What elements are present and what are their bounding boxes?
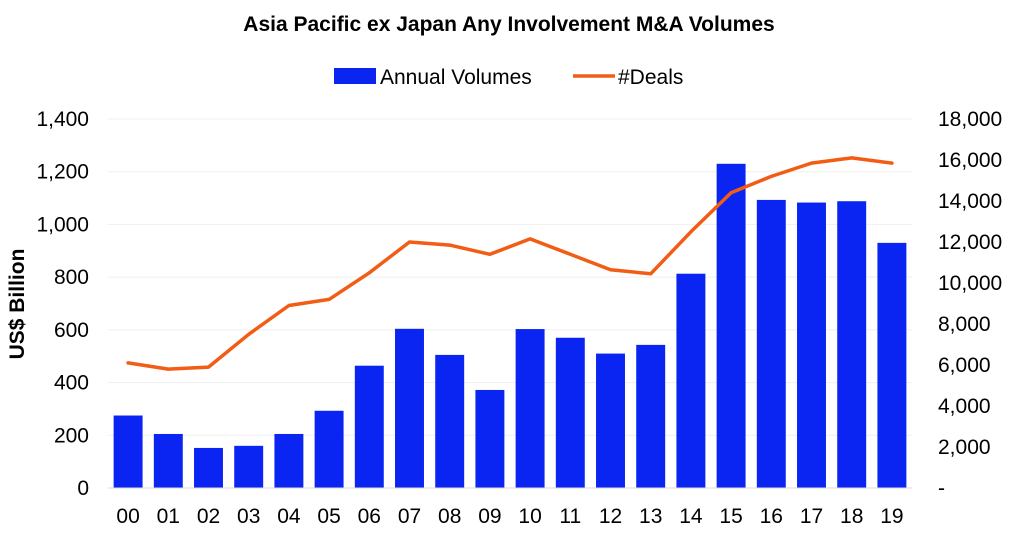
- deals-point-12: [609, 268, 612, 272]
- y-tick-label: 200: [54, 424, 89, 447]
- legend-label-annual-volumes: Annual Volumes: [380, 66, 532, 89]
- legend-label-deals: #Deals: [618, 66, 683, 89]
- deals-line: [126, 156, 894, 371]
- deals-point-13: [649, 272, 653, 276]
- bar-04: [274, 433, 304, 488]
- y-axis-label: US$ Billion: [6, 249, 29, 360]
- x-tick-label: 14: [679, 505, 703, 528]
- deals-point-03: [247, 332, 251, 336]
- deals-point-02: [207, 365, 210, 369]
- y-tick-label: 400: [54, 372, 89, 395]
- chart-title: Asia Pacific ex Japan Any Involvement M&…: [243, 13, 774, 36]
- bars: [113, 163, 907, 489]
- deals-line-group: [126, 156, 894, 371]
- y2-tick-label: 12,000: [938, 231, 1002, 254]
- bar-10: [515, 329, 545, 488]
- x-tick-label: 18: [840, 505, 863, 528]
- y2-tick-label: 18,000: [938, 108, 1002, 131]
- y-tick-label: 1,200: [36, 161, 89, 184]
- deals-point-18: [850, 156, 854, 160]
- y2-tick-label: 8,000: [938, 313, 991, 336]
- deals-point-16: [769, 174, 773, 178]
- y2-tick-label: 14,000: [938, 190, 1002, 213]
- y-tick-label: 1,400: [36, 108, 89, 131]
- x-tick-label: 08: [438, 505, 461, 528]
- x-tick-label: 19: [880, 505, 903, 528]
- x-tick-label: 07: [398, 505, 421, 528]
- bar-13: [636, 344, 666, 488]
- deals-point-09: [488, 252, 492, 256]
- y2-tick-label: 4,000: [938, 395, 991, 418]
- x-tick-label: 01: [157, 505, 180, 528]
- bar-03: [234, 445, 264, 488]
- x-tick-label: 10: [518, 505, 541, 528]
- deals-point-17: [810, 161, 813, 165]
- deals-point-04: [287, 304, 291, 308]
- bar-19: [877, 242, 907, 488]
- y-tick-label: 0: [77, 477, 89, 500]
- deals-point-08: [448, 243, 452, 247]
- legend-swatch-annual-volumes: [334, 68, 376, 84]
- y2-tick-label: -: [938, 477, 945, 500]
- bar-02: [194, 447, 223, 488]
- deals-point-14: [689, 230, 693, 234]
- deals-point-01: [166, 367, 170, 371]
- bar-08: [435, 354, 465, 488]
- deals-point-11: [568, 252, 572, 256]
- x-tick-label: 03: [237, 505, 260, 528]
- x-tick-label: 04: [277, 505, 301, 528]
- bar-17: [797, 202, 826, 489]
- y-tick-label: 1,000: [36, 213, 89, 236]
- bar-01: [153, 433, 183, 488]
- y-axis-ticks: 0 200 400 600 800 1,000 1,200 1,400: [36, 108, 89, 500]
- y-tick-label: 600: [54, 319, 89, 342]
- bar-07: [395, 328, 424, 488]
- bar-09: [475, 389, 505, 488]
- y2-tick-label: 10,000: [938, 272, 1002, 295]
- deals-point-15: [729, 191, 733, 195]
- deals-point-10: [528, 237, 532, 241]
- x-tick-label: 05: [317, 505, 340, 528]
- bar-11: [555, 337, 585, 488]
- deals-point-07: [408, 240, 411, 244]
- y2-tick-label: 16,000: [938, 149, 1002, 172]
- bar-14: [676, 273, 706, 488]
- deals-point-05: [327, 297, 331, 301]
- x-axis-ticks: 00 01 02 03 04 05 06 07 08 09 10 11 12 13 14 15 16 17 18 19: [116, 505, 903, 528]
- bar-16: [756, 199, 786, 488]
- x-tick-label: 16: [760, 505, 783, 528]
- bar-06: [354, 365, 384, 488]
- x-tick-label: 06: [358, 505, 381, 528]
- legend: Annual Volumes #Deals: [334, 66, 683, 89]
- x-tick-label: 13: [639, 505, 662, 528]
- x-tick-label: 12: [599, 505, 622, 528]
- gridlines: [108, 118, 912, 436]
- deals-point-19: [890, 161, 894, 165]
- x-tick-label: 02: [197, 505, 220, 528]
- bar-12: [596, 353, 625, 488]
- x-tick-label: 15: [719, 505, 742, 528]
- x-tick-label: 00: [116, 505, 139, 528]
- y2-tick-label: 2,000: [938, 436, 991, 459]
- y2-axis-ticks: - 2,000 4,000 6,000 8,000 10,000 12,000 14,000 1…: [938, 108, 1002, 500]
- x-tick-label: 11: [559, 505, 581, 528]
- bar-00: [113, 415, 143, 488]
- deals-point-06: [367, 271, 371, 275]
- y2-tick-label: 6,000: [938, 354, 991, 377]
- x-tick-label: 17: [800, 505, 823, 528]
- bar-05: [314, 410, 344, 488]
- y-tick-label: 800: [54, 266, 89, 289]
- x-tick-label: 09: [478, 505, 501, 528]
- bar-15: [716, 163, 746, 489]
- deals-point-00: [126, 361, 130, 365]
- bar-18: [837, 201, 867, 488]
